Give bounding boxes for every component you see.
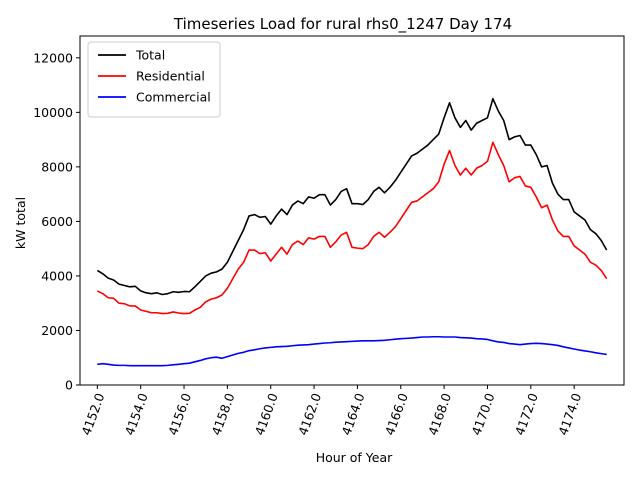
y-tick-label: 2000 (41, 323, 73, 338)
chart-title: Timeseries Load for rural rhs0_1247 Day … (173, 15, 512, 34)
y-tick-label: 12000 (33, 50, 73, 65)
axes-frame (79, 35, 625, 386)
x-axis-label: Hour of Year (316, 450, 393, 465)
y-tick-label: 4000 (41, 268, 73, 283)
y-axis-ticks: 0 2000 4000 6000 8000 10000 12000 (33, 50, 80, 393)
y-tick-label: 6000 (41, 214, 73, 229)
series-layer (96, 97, 608, 367)
y-axis-label: kW total (13, 197, 28, 249)
y-tick-label: 8000 (41, 159, 73, 174)
series-line-residential (96, 141, 608, 315)
series-line-total (96, 97, 608, 296)
series-line-commercial (97, 335, 607, 367)
legend-label-total: Total (135, 48, 165, 63)
legend-label-residential: Residential (136, 69, 205, 84)
y-tick-label: 0 (65, 378, 73, 393)
plot-area: Total Residential Commercial (79, 35, 625, 386)
y-tick-label: 10000 (33, 105, 73, 120)
legend: Total Residential Commercial (87, 41, 221, 118)
legend-box (87, 41, 221, 118)
legend-label-commercial: Commercial (136, 90, 211, 105)
